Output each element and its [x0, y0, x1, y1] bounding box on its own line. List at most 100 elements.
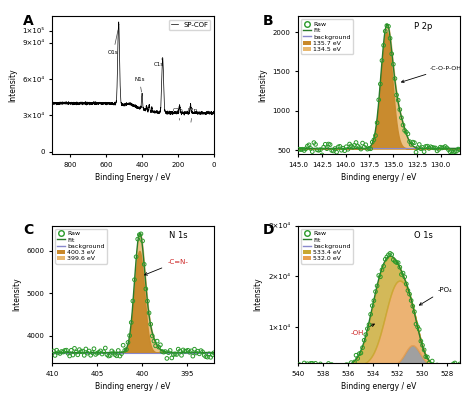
Point: [207, 354, 214, 361]
Point: [341, 365, 348, 371]
Point: [388, 51, 395, 57]
Point: [90, 346, 98, 352]
Point: [404, 287, 412, 294]
Point: [367, 311, 374, 317]
Point: [406, 138, 413, 145]
Point: [404, 131, 412, 137]
Point: [105, 353, 112, 359]
Text: -OH: -OH: [350, 324, 374, 336]
Point: [297, 146, 305, 153]
Point: [396, 106, 403, 113]
Point: [84, 350, 91, 357]
Point: [451, 360, 459, 366]
Point: [199, 348, 206, 355]
Point: [402, 281, 410, 287]
Point: [50, 348, 57, 354]
Point: [317, 361, 324, 367]
Point: [414, 144, 421, 151]
Point: [425, 360, 433, 366]
Point: [437, 363, 444, 369]
Point: [85, 348, 93, 354]
Point: [344, 361, 352, 368]
Point: [305, 364, 313, 370]
Point: [304, 143, 311, 149]
Point: [437, 144, 444, 151]
Point: [333, 362, 340, 368]
Point: [98, 351, 106, 357]
Text: C2p: C2p: [173, 108, 183, 120]
Point: [433, 148, 441, 154]
Y-axis label: Intensity: Intensity: [254, 277, 263, 311]
Legend: Raw, Fit, background, 135.7 eV, 134.5 eV: Raw, Fit, background, 135.7 eV, 134.5 eV: [301, 20, 353, 54]
Point: [424, 354, 431, 360]
Text: N 1s: N 1s: [169, 231, 187, 240]
Point: [139, 237, 146, 244]
Point: [336, 143, 344, 150]
Point: [75, 346, 83, 353]
Point: [205, 350, 213, 357]
Point: [438, 365, 446, 371]
Point: [56, 350, 64, 357]
Point: [195, 350, 203, 357]
Point: [191, 346, 198, 353]
Point: [440, 144, 447, 151]
Point: [410, 308, 418, 315]
Point: [194, 348, 201, 355]
Point: [375, 272, 383, 279]
Point: [409, 139, 417, 145]
Point: [317, 146, 324, 153]
Point: [396, 264, 403, 271]
Point: [420, 149, 428, 155]
Point: [187, 348, 195, 354]
Point: [430, 362, 438, 369]
Point: [347, 142, 355, 149]
Point: [455, 146, 462, 152]
Point: [51, 352, 59, 359]
Point: [393, 259, 401, 266]
Point: [433, 362, 441, 368]
Point: [427, 362, 434, 368]
Point: [414, 324, 421, 330]
Point: [401, 274, 409, 280]
Point: [299, 363, 306, 369]
Point: [406, 291, 413, 297]
Point: [453, 148, 460, 155]
Point: [417, 338, 425, 344]
Point: [438, 145, 446, 151]
Point: [365, 145, 373, 152]
Point: [349, 144, 356, 151]
Point: [385, 23, 392, 29]
Point: [66, 353, 73, 359]
Point: [398, 114, 405, 121]
Point: [378, 267, 386, 273]
Point: [119, 342, 127, 348]
Point: [385, 252, 392, 258]
Point: [456, 361, 464, 367]
Point: [380, 263, 387, 270]
Point: [343, 361, 350, 368]
Point: [131, 277, 138, 283]
Point: [449, 149, 457, 155]
Point: [168, 355, 175, 361]
Point: [343, 144, 350, 150]
Point: [410, 140, 418, 146]
Point: [453, 364, 460, 370]
Point: [407, 297, 415, 304]
X-axis label: Binding energy / eV: Binding energy / eV: [341, 382, 417, 391]
Point: [362, 331, 370, 338]
Point: [312, 360, 319, 367]
Point: [412, 149, 420, 155]
Point: [344, 146, 352, 153]
Point: [346, 365, 353, 371]
Point: [435, 146, 443, 153]
Point: [323, 145, 331, 152]
Point: [209, 352, 216, 358]
Point: [321, 364, 329, 370]
Point: [116, 353, 124, 359]
Point: [93, 350, 101, 357]
Point: [318, 364, 326, 370]
Point: [325, 141, 332, 147]
Legend: Raw, Fit, background, 400.3 eV, 399.6 eV: Raw, Fit, background, 400.3 eV, 399.6 eV: [55, 228, 107, 264]
Point: [129, 298, 137, 304]
Point: [58, 348, 65, 355]
